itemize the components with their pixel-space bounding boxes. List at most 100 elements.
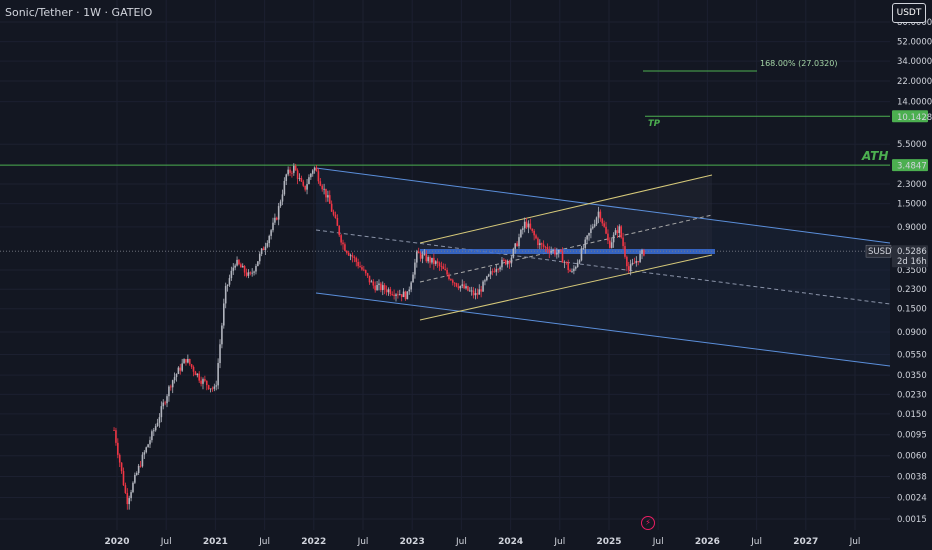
candle-body <box>586 235 588 240</box>
candle-body <box>258 253 261 262</box>
candle-body <box>118 454 121 463</box>
x-axis: 2020 Jul 2021 Jul 2022 Jul 2023 Jul 2024 Jul 2025 J… <box>104 537 860 547</box>
candle-body <box>491 271 494 273</box>
candle-body <box>287 169 289 175</box>
candle-body <box>389 289 392 295</box>
candle-body <box>633 262 636 264</box>
candle-body <box>416 251 418 263</box>
candle-body <box>330 203 333 212</box>
candle-body <box>582 247 585 249</box>
x-tick-label: 2027 <box>793 537 818 547</box>
y-tick-label: 0.0060 <box>897 452 927 462</box>
candle-body <box>461 284 464 286</box>
candle-body <box>230 270 233 279</box>
candle-body <box>198 373 201 381</box>
y-tick-label: 52.0000 <box>897 38 932 48</box>
y-tick-label: 0.0015 <box>897 515 927 525</box>
candle-body <box>514 243 517 249</box>
candle-body <box>346 250 348 253</box>
candle-body <box>294 165 297 171</box>
candle-body <box>134 474 136 483</box>
candle-body <box>391 294 394 295</box>
candle-body <box>400 294 403 298</box>
candle-body <box>364 270 367 274</box>
chart-grid <box>0 0 890 530</box>
candle-body <box>124 485 127 493</box>
ath-label: ATH <box>861 149 888 163</box>
candle-body <box>211 388 214 390</box>
candle-body <box>423 253 426 255</box>
candle-body <box>446 270 448 275</box>
candle-body <box>372 281 375 286</box>
candle-body <box>540 243 543 245</box>
candle-body <box>561 251 564 263</box>
candle-body <box>285 174 288 181</box>
candle-body <box>599 211 602 219</box>
candle-body <box>238 259 240 265</box>
candle-body <box>438 263 441 267</box>
candle-body <box>571 271 573 272</box>
candle-body <box>421 254 424 259</box>
ath_level-label: 3.4847 <box>897 162 927 172</box>
annotations: ATH TP 168.00% (27.0320) <box>648 59 888 163</box>
candle-body <box>340 235 342 243</box>
candle-body <box>347 252 350 256</box>
candle-body <box>618 226 621 234</box>
candle-body <box>529 223 532 229</box>
candle-body <box>236 259 238 266</box>
candle-body <box>357 261 359 267</box>
candle-body <box>139 465 142 467</box>
candle-body <box>132 482 134 493</box>
candle-body <box>552 249 554 251</box>
candle-body <box>272 222 274 231</box>
candle-body <box>629 264 632 271</box>
candle-body <box>243 266 246 273</box>
candle-body <box>612 234 615 243</box>
candle-body <box>539 243 541 246</box>
symbol-tag <box>865 244 892 258</box>
candle-body <box>158 417 161 423</box>
candle-body <box>542 244 545 247</box>
candle-body <box>641 250 643 254</box>
candle-body <box>185 359 187 363</box>
candle-body <box>414 262 416 275</box>
candle-body <box>351 255 354 258</box>
candle-body <box>574 267 577 269</box>
candle-body <box>274 217 276 223</box>
y-tick-label: 0.2300 <box>897 285 927 295</box>
candle-body <box>635 260 638 263</box>
candle-body <box>550 250 552 253</box>
candle-body <box>637 260 640 262</box>
tp_level-tag <box>892 110 928 123</box>
candle-body <box>308 177 310 185</box>
candle-body <box>130 492 132 499</box>
candle-body <box>504 259 507 265</box>
candle-body <box>406 291 409 300</box>
candle-body <box>487 274 490 277</box>
candle-body <box>313 167 316 171</box>
candle-body <box>465 286 467 289</box>
x-tick-label: 2021 <box>203 537 228 547</box>
candle-body <box>580 248 583 261</box>
candle-body <box>631 262 634 265</box>
ath_level-tag <box>892 159 928 172</box>
candle-body <box>622 237 624 247</box>
candle-body <box>457 286 460 289</box>
y-tick-label: 2.3000 <box>897 180 927 190</box>
currency-button[interactable]: USDT <box>892 3 926 23</box>
y-tick-label: 14.0000 <box>897 98 932 108</box>
symbol-tag-label: SUSDT <box>868 247 898 257</box>
candle-body <box>453 282 456 284</box>
candle-body <box>240 264 242 268</box>
candlestick-series <box>113 163 645 510</box>
candle-body <box>554 249 556 255</box>
candle-body <box>450 279 452 281</box>
candle-body <box>319 181 322 186</box>
x-tick-label: Jul <box>652 537 664 547</box>
flash-icon[interactable]: ⚡ <box>641 516 655 530</box>
candle-body <box>398 294 401 296</box>
candle-body <box>154 426 157 431</box>
candle-body <box>588 232 590 236</box>
candle-body <box>332 211 335 215</box>
